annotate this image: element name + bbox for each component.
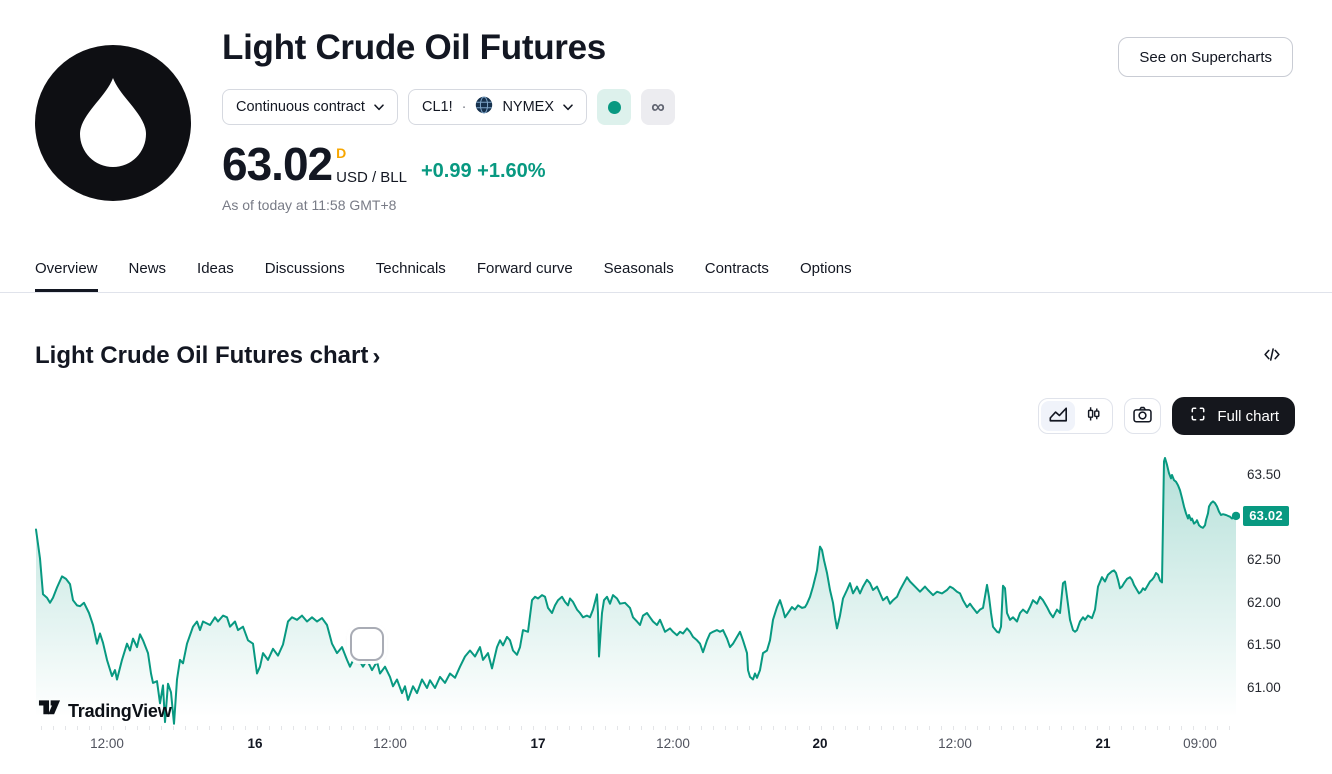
chevron-down-icon bbox=[374, 99, 384, 115]
chart-section-heading: Light Crude Oil Futures chart bbox=[35, 342, 369, 369]
chart-toolbar: Full chart bbox=[1038, 397, 1295, 435]
price-area bbox=[36, 458, 1236, 731]
y-axis-label: 62.50 bbox=[1247, 552, 1281, 568]
exchange-label: NYMEX bbox=[502, 99, 555, 115]
candles-chart-style-button[interactable] bbox=[1076, 401, 1110, 431]
tab-technicals[interactable]: Technicals bbox=[376, 250, 446, 292]
tab-ideas[interactable]: Ideas bbox=[197, 250, 234, 292]
x-axis-label: 12:00 bbox=[656, 736, 690, 751]
tradingview-logo-icon bbox=[38, 699, 61, 724]
y-axis-label: 63.50 bbox=[1247, 467, 1281, 482]
dot-separator: · bbox=[461, 99, 467, 115]
contract-selector-dropdown[interactable]: Continuous contract bbox=[222, 89, 398, 125]
tradingview-watermark-label: TradingView bbox=[68, 701, 172, 721]
tradingview-watermark[interactable]: TradingView bbox=[38, 699, 172, 724]
chart-event-marker[interactable] bbox=[350, 627, 384, 661]
x-axis-label: 09:00 bbox=[1183, 736, 1217, 751]
x-axis-label: 12:00 bbox=[938, 736, 972, 751]
infinity-icon: ∞ bbox=[651, 96, 665, 118]
last-price: 63.02 bbox=[222, 138, 333, 190]
tab-news[interactable]: News bbox=[129, 250, 167, 292]
price-area-chart[interactable] bbox=[35, 450, 1240, 731]
timeframe-badge: D bbox=[336, 145, 347, 161]
section-tabs: Overview News Ideas Discussions Technica… bbox=[0, 250, 1332, 293]
price-block: 63.02 D USD / BLL +0.99 +1.60% As of tod… bbox=[222, 140, 546, 213]
chevron-right-icon: › bbox=[372, 343, 381, 370]
page-title: Light Crude Oil Futures bbox=[222, 28, 606, 67]
tab-discussions[interactable]: Discussions bbox=[265, 250, 345, 292]
full-chart-label: Full chart bbox=[1217, 407, 1279, 425]
oil-drop-logo bbox=[35, 45, 191, 201]
change-percent: +1.60% bbox=[477, 160, 546, 182]
see-on-supercharts-button[interactable]: See on Supercharts bbox=[1118, 37, 1293, 77]
x-axis-label: 20 bbox=[812, 736, 828, 751]
x-axis-label: 17 bbox=[530, 736, 546, 751]
x-axis-label: 12:00 bbox=[90, 736, 124, 751]
symbol-exchange-dropdown[interactable]: CL1! · NYMEX bbox=[407, 89, 588, 125]
last-price-dot bbox=[1231, 511, 1240, 521]
code-icon bbox=[1261, 344, 1283, 369]
tab-seasonals[interactable]: Seasonals bbox=[604, 250, 674, 292]
chart-style-switcher bbox=[1038, 398, 1114, 434]
contract-selector-label: Continuous contract bbox=[236, 99, 365, 115]
fullscreen-icon bbox=[1188, 404, 1208, 428]
y-axis-label: 61.50 bbox=[1247, 637, 1281, 653]
y-axis-label: 61.00 bbox=[1247, 680, 1281, 695]
price-change: +0.99 +1.60% bbox=[421, 160, 546, 183]
candlestick-icon bbox=[1081, 402, 1106, 430]
chevron-down-icon bbox=[563, 99, 573, 115]
tab-options[interactable]: Options bbox=[800, 250, 852, 292]
full-chart-button[interactable]: Full chart bbox=[1172, 397, 1295, 435]
as-of-timestamp: As of today at 11:58 GMT+8 bbox=[222, 197, 397, 213]
price-line bbox=[35, 457, 1237, 725]
change-absolute: +0.99 bbox=[421, 160, 472, 182]
x-axis: 12:00 16 12:00 17 12:00 20 12:00 21 09:00 bbox=[35, 736, 1240, 754]
area-chart-style-button[interactable] bbox=[1041, 401, 1076, 431]
symbol-controls: Continuous contract CL1! · NYMEX bbox=[222, 89, 676, 125]
tab-forward-curve[interactable]: Forward curve bbox=[477, 250, 573, 292]
y-axis-label: 62.00 bbox=[1247, 594, 1281, 610]
market-status-button[interactable] bbox=[597, 89, 632, 125]
globe-icon bbox=[475, 96, 493, 118]
continuous-session-button[interactable]: ∞ bbox=[641, 89, 676, 125]
tab-overview[interactable]: Overview bbox=[35, 250, 98, 292]
chart-section-heading-link[interactable]: Light Crude Oil Futures chart › bbox=[35, 341, 380, 371]
market-open-dot-icon bbox=[607, 100, 621, 114]
snapshot-button[interactable] bbox=[1124, 398, 1162, 434]
price-unit: USD / BLL bbox=[336, 169, 407, 186]
x-axis-label: 21 bbox=[1095, 736, 1111, 751]
x-axis-minor-ticks bbox=[41, 726, 1240, 730]
embed-code-button[interactable] bbox=[1256, 340, 1288, 372]
camera-icon bbox=[1130, 402, 1155, 430]
tab-contracts[interactable]: Contracts bbox=[705, 250, 769, 292]
symbol-label: CL1! bbox=[421, 99, 453, 115]
area-chart-icon bbox=[1046, 402, 1071, 430]
x-axis-label: 12:00 bbox=[373, 736, 407, 751]
x-axis-label: 16 bbox=[247, 736, 263, 751]
last-price-badge: 63.02 bbox=[1243, 505, 1289, 526]
